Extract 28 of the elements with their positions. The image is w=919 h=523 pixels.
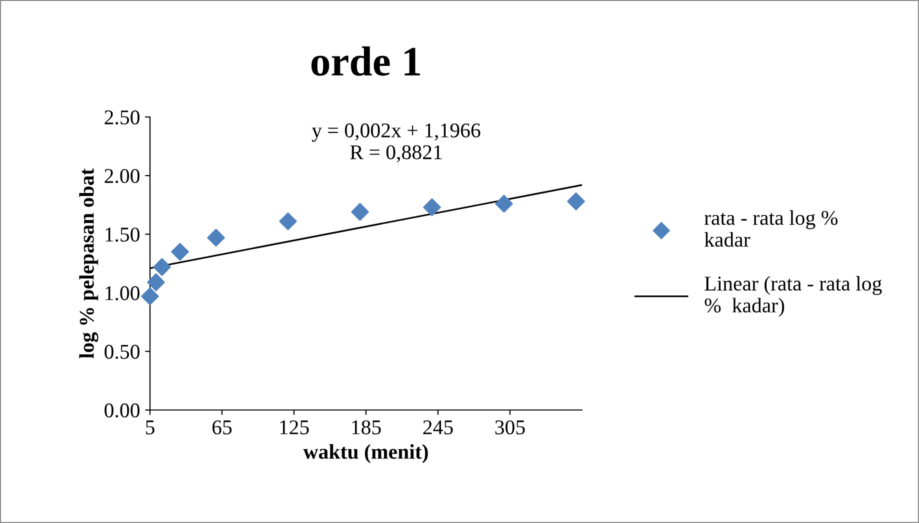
point — [351, 203, 369, 221]
y-axis-title: log % pelepasan obat — [79, 168, 98, 358]
legend-label: rata - rata log % kadar — [704, 210, 838, 247]
x-tick-label: 65 — [212, 420, 232, 434]
annotation: y = 0,002x + 1,1966 R = 0,8821 — [312, 123, 480, 162]
point — [207, 228, 225, 247]
point — [567, 192, 585, 210]
y-tick-label: 0.50 — [104, 344, 140, 359]
point — [141, 287, 159, 306]
point — [279, 212, 297, 230]
x-tick-label: 5 — [146, 420, 154, 434]
y-tick-label: 1.00 — [106, 286, 140, 300]
x-tick-label: 245 — [423, 420, 453, 434]
y-tick-label: 1.50 — [106, 228, 140, 242]
x-tick-label: 305 — [495, 420, 525, 434]
y-tick-label: 2.50 — [104, 110, 140, 125]
y-tick-label: 0.00 — [104, 403, 140, 418]
chart-title: orde 1 — [311, 46, 420, 76]
y-tick-label: 2.00 — [104, 168, 140, 184]
point — [423, 198, 441, 216]
x-tick-label: 125 — [280, 420, 309, 434]
x-tick-label: 185 — [352, 420, 381, 434]
point — [147, 273, 165, 292]
x-axis-title: waktu (menit) — [303, 444, 428, 464]
point — [171, 242, 189, 261]
point — [495, 194, 513, 213]
legend-label: Linear (rata - rata log % kadar) — [704, 276, 882, 317]
point — [153, 258, 171, 276]
